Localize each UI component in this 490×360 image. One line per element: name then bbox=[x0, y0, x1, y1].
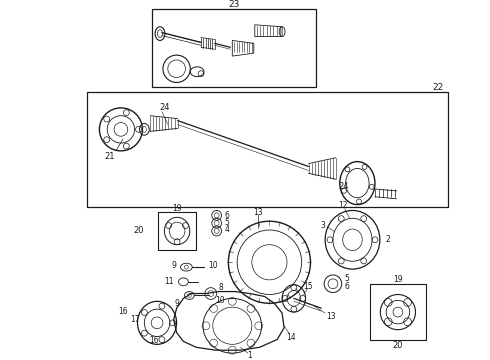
Text: 8: 8 bbox=[219, 283, 223, 292]
Text: 5: 5 bbox=[344, 274, 349, 283]
Text: 19: 19 bbox=[393, 275, 403, 284]
Text: 14: 14 bbox=[286, 333, 296, 342]
Text: 15: 15 bbox=[304, 282, 313, 291]
Text: 3: 3 bbox=[321, 221, 326, 230]
Text: 16: 16 bbox=[149, 336, 159, 345]
Text: 10: 10 bbox=[208, 261, 218, 270]
Bar bbox=[87, 92, 448, 207]
Text: 22: 22 bbox=[433, 83, 444, 92]
Text: 10: 10 bbox=[216, 296, 225, 305]
Text: 13: 13 bbox=[326, 311, 336, 320]
Text: 24: 24 bbox=[339, 181, 349, 190]
Text: 20: 20 bbox=[392, 341, 403, 350]
Text: 19: 19 bbox=[172, 204, 182, 213]
Text: 17: 17 bbox=[130, 315, 140, 324]
Text: 16: 16 bbox=[118, 307, 128, 316]
Text: 20: 20 bbox=[134, 226, 145, 235]
Text: 4: 4 bbox=[224, 225, 229, 234]
Text: 9: 9 bbox=[172, 261, 176, 270]
Text: 24: 24 bbox=[160, 103, 170, 112]
Text: 12: 12 bbox=[338, 201, 347, 210]
Text: 13: 13 bbox=[253, 208, 263, 217]
Bar bbox=[370, 284, 426, 341]
Bar bbox=[152, 9, 317, 87]
Text: 21: 21 bbox=[104, 152, 115, 161]
Text: 9: 9 bbox=[174, 299, 179, 308]
Text: 23: 23 bbox=[228, 0, 240, 9]
Text: 2: 2 bbox=[386, 235, 391, 244]
Text: 6: 6 bbox=[224, 211, 229, 220]
Text: 1: 1 bbox=[247, 351, 252, 360]
Text: 6: 6 bbox=[344, 282, 349, 291]
Bar bbox=[158, 212, 196, 249]
Text: 11: 11 bbox=[164, 277, 173, 286]
Text: 5: 5 bbox=[224, 218, 229, 227]
